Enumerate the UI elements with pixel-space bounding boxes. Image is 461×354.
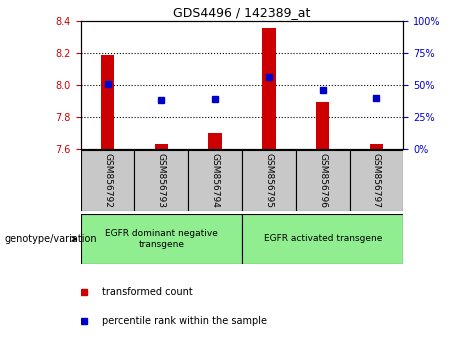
Text: EGFR dominant negative
transgene: EGFR dominant negative transgene xyxy=(105,229,218,249)
Bar xyxy=(101,55,114,149)
FancyBboxPatch shape xyxy=(188,150,242,211)
FancyBboxPatch shape xyxy=(349,150,403,211)
Text: GSM856792: GSM856792 xyxy=(103,153,112,208)
FancyBboxPatch shape xyxy=(81,150,403,211)
Bar xyxy=(316,103,330,149)
Bar xyxy=(154,144,168,149)
Bar xyxy=(370,144,383,149)
FancyBboxPatch shape xyxy=(242,150,296,211)
Text: transformed count: transformed count xyxy=(101,287,192,297)
Title: GDS4496 / 142389_at: GDS4496 / 142389_at xyxy=(173,6,311,19)
Text: EGFR activated transgene: EGFR activated transgene xyxy=(264,234,382,244)
Text: genotype/variation: genotype/variation xyxy=(5,234,97,244)
FancyBboxPatch shape xyxy=(242,214,403,264)
Text: GSM856794: GSM856794 xyxy=(211,153,219,208)
Bar xyxy=(208,133,222,149)
FancyBboxPatch shape xyxy=(81,214,242,264)
Text: GSM856795: GSM856795 xyxy=(265,153,273,208)
Text: GSM856793: GSM856793 xyxy=(157,153,166,208)
Bar xyxy=(262,28,276,149)
Text: percentile rank within the sample: percentile rank within the sample xyxy=(101,316,266,326)
FancyBboxPatch shape xyxy=(81,150,135,211)
Text: GSM856797: GSM856797 xyxy=(372,153,381,208)
FancyBboxPatch shape xyxy=(296,150,349,211)
Text: GSM856796: GSM856796 xyxy=(318,153,327,208)
FancyBboxPatch shape xyxy=(135,150,188,211)
